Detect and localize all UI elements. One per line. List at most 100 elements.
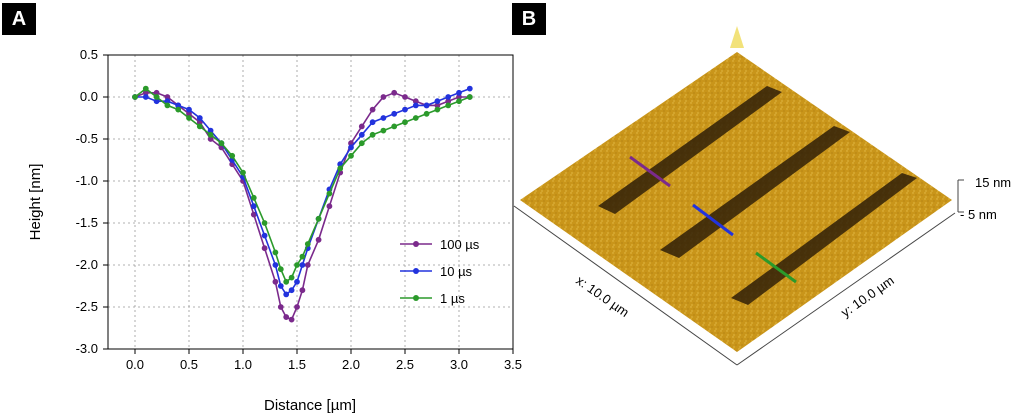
data-point <box>466 85 473 92</box>
data-point <box>153 94 160 100</box>
grid-lines <box>108 54 514 350</box>
legend-label: 100 µs <box>440 237 480 252</box>
x-tick-label: 3.5 <box>504 357 522 372</box>
series-2 <box>132 85 473 285</box>
data-point <box>326 190 333 197</box>
y-tick-label: 0.0 <box>80 89 98 104</box>
data-point <box>337 165 344 172</box>
data-point <box>261 232 268 239</box>
legend-marker <box>413 295 419 301</box>
data-point <box>380 94 387 100</box>
data-point <box>299 253 306 260</box>
data-point <box>283 278 290 285</box>
panel-label-b: B <box>512 3 546 35</box>
x-tick-label: 2.5 <box>396 357 414 372</box>
data-point <box>272 249 279 256</box>
y-tick-label: -2.5 <box>76 299 98 314</box>
data-point <box>294 278 300 285</box>
data-point <box>466 94 473 100</box>
surface-z-top: 15 nm <box>975 175 1011 190</box>
data-point <box>326 203 333 210</box>
data-point <box>250 194 257 201</box>
data-point <box>369 131 376 138</box>
legend-label: 10 µs <box>440 264 473 279</box>
data-point <box>402 94 408 100</box>
data-point <box>261 245 268 252</box>
data-point <box>348 144 354 151</box>
data-point <box>402 119 408 126</box>
data-point <box>294 304 300 310</box>
profile-line-10us <box>692 203 734 237</box>
data-point <box>196 123 203 130</box>
data-point <box>196 115 203 121</box>
data-point <box>283 314 290 320</box>
data-point <box>218 140 225 147</box>
data-point <box>423 102 430 109</box>
data-point <box>445 94 452 100</box>
data-point <box>456 98 462 105</box>
y-tick-label: -1.0 <box>76 173 98 188</box>
legend-label: 1 µs <box>440 291 465 306</box>
data-point <box>391 123 398 130</box>
surface-spike <box>730 26 744 48</box>
x-tick-label: 0.5 <box>180 357 198 372</box>
data-point <box>412 115 419 121</box>
y-tick-label: 0.5 <box>80 47 98 62</box>
data-point <box>369 106 376 113</box>
x-tick-label: 1.5 <box>288 357 306 372</box>
data-point <box>164 102 171 109</box>
data-point <box>456 89 462 96</box>
panel-label-a: A <box>2 3 36 35</box>
data-point <box>412 102 419 109</box>
plot-frame <box>107 54 514 350</box>
data-point <box>272 278 279 285</box>
data-point <box>272 262 279 268</box>
data-point <box>369 119 376 126</box>
data-point <box>304 262 311 268</box>
x-tick-label: 1.0 <box>234 357 252 372</box>
x-axis-label: Distance [µm] <box>264 397 356 414</box>
trench-2 <box>660 126 850 258</box>
legend: 100 µs 10 µs 1 µs <box>400 237 480 306</box>
data-point <box>304 241 311 247</box>
data-point <box>299 287 306 294</box>
data-point <box>294 262 300 268</box>
x-tick-label: 3.0 <box>450 357 468 372</box>
data-point <box>434 106 441 113</box>
data-point <box>229 152 236 159</box>
data-point <box>207 131 214 138</box>
y-tick-label: -3.0 <box>76 341 98 356</box>
data-point <box>142 85 149 92</box>
data-point <box>358 123 365 130</box>
legend-marker <box>413 268 419 274</box>
data-point <box>288 287 295 294</box>
data-series <box>132 85 473 323</box>
data-point <box>445 102 452 109</box>
surface-y-label: y: 10.0 µm <box>838 273 897 320</box>
data-point <box>391 89 398 96</box>
legend-marker <box>413 241 419 247</box>
trench-3 <box>731 173 917 305</box>
data-point <box>277 266 284 273</box>
data-point <box>434 98 441 105</box>
surface-z-bottom: - 5 nm <box>960 207 997 222</box>
x-axis-edge <box>513 205 738 366</box>
y-tick-label: -1.5 <box>76 215 98 230</box>
data-point <box>240 169 246 176</box>
axis-ticks: 0.0 0.5 1.0 1.5 2.0 2.5 3.0 3.5 0.5 0.0 -0.5 -1.0 -1… <box>76 47 522 372</box>
y-tick-label: -2.0 <box>76 257 98 272</box>
data-point <box>391 110 398 117</box>
data-point <box>423 110 430 117</box>
data-point <box>186 115 192 121</box>
series-line <box>134 87 471 284</box>
profile-line-100us <box>629 155 671 188</box>
data-point <box>358 131 365 138</box>
data-point <box>299 262 306 268</box>
data-point <box>283 291 290 298</box>
data-point <box>142 94 149 100</box>
x-tick-label: 0.0 <box>126 357 144 372</box>
data-point <box>186 106 192 113</box>
data-point <box>380 127 387 134</box>
trench-1 <box>598 86 782 214</box>
